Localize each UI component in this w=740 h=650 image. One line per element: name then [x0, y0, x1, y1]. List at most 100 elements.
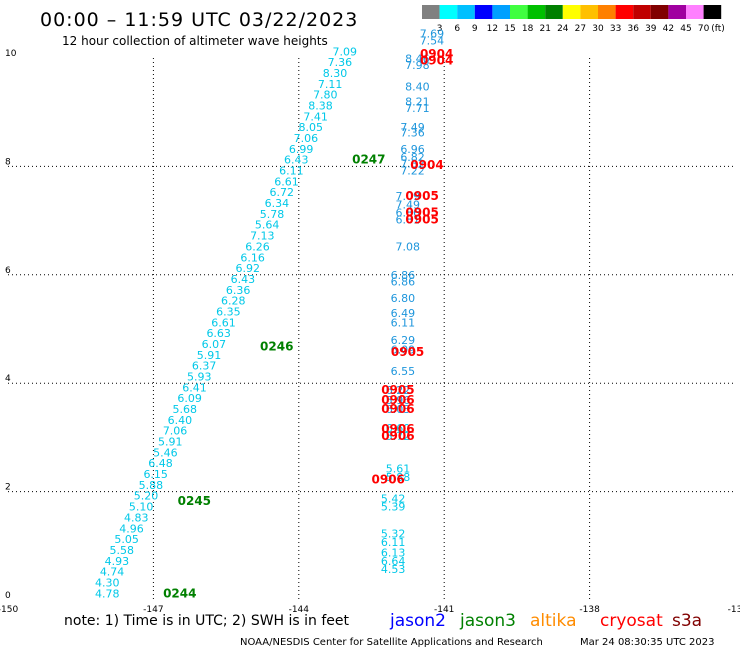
pass-time-label: 0906	[381, 429, 414, 443]
pass-time-label: 0904	[410, 158, 443, 172]
wave-height-label: 6.43	[231, 273, 256, 286]
wave-height-label: 6.72	[269, 186, 294, 199]
wave-height-label: 7.36	[400, 127, 425, 140]
wave-height-label: 6.80	[391, 292, 416, 305]
wave-height-label: 7.09	[332, 45, 357, 58]
wave-height-label: 8.05	[299, 121, 324, 134]
wave-height-label: 5.96	[386, 394, 411, 407]
satellite-name-jason2: jason2	[389, 611, 446, 631]
legend-bin-label: 30	[592, 24, 604, 34]
wave-height-label: 7.36	[328, 56, 353, 69]
legend-swatch	[474, 5, 493, 19]
wave-height-label: 6.11	[279, 165, 304, 178]
wave-height-label: 4.30	[95, 576, 120, 589]
wave-height-label: 5.05	[114, 533, 139, 546]
wave-height-label: 7.06	[163, 425, 188, 438]
satellite-legend: jason2 jason3 altika cryosat s3a	[389, 611, 702, 631]
legend-bin-label: 12	[487, 24, 498, 34]
wave-height-label: 6.37	[192, 360, 217, 373]
wave-height-label: 6.35	[216, 305, 241, 318]
wave-height-label: 4.83	[124, 511, 149, 524]
pass-time-label: 0904	[420, 47, 453, 61]
wave-height-label: 5.64	[255, 219, 280, 232]
wave-height-label: 6.11	[391, 316, 416, 329]
legend-swatch	[492, 5, 510, 19]
wave-height-label: 6.09	[391, 343, 416, 356]
wave-height-label: 6.11	[381, 536, 406, 549]
legend-bin-label: 6	[454, 24, 460, 34]
wave-height-label: 7.54	[420, 34, 445, 47]
wave-height-label: 6.86	[395, 206, 420, 219]
pass-time-label: 0905	[405, 212, 438, 226]
wave-height-label: 6.07	[202, 338, 227, 351]
wave-height-label: 6.49	[391, 307, 416, 320]
wave-height-label: 8.40	[405, 81, 430, 94]
wave-height-label: 4.78	[95, 587, 120, 600]
legend-bin-label: 15	[504, 24, 515, 34]
wave-height-label: 6.61	[274, 175, 299, 188]
pass-time-label: 0906	[381, 402, 414, 416]
wave-height-label: 5.20	[134, 490, 159, 503]
legend-swatch	[703, 5, 722, 19]
legend-bin-label: 45	[680, 24, 691, 34]
chart-title: 00:00 – 11:59 UTC 03/22/2023	[40, 9, 358, 31]
wave-height-label: 5.39	[381, 501, 406, 514]
wave-height-label: 7.22	[400, 165, 425, 178]
wave-height-label: 5.58	[110, 544, 135, 557]
y-tick-label: 4	[5, 374, 11, 384]
legend-swatch	[633, 5, 651, 19]
y-tick-label: 0	[5, 591, 11, 601]
wave-height-label: 6.64	[381, 555, 406, 568]
wave-height-label: 7.49	[395, 199, 420, 212]
wave-height-label: 6.03	[386, 403, 411, 416]
wave-height-label: 5.32	[381, 528, 406, 541]
wave-height-label: 8.38	[308, 99, 333, 112]
legend-swatch	[439, 5, 458, 19]
footer-timestamp: Mar 24 08:30:35 UTC 2023	[580, 637, 715, 648]
pass-time-label: 0906	[381, 393, 414, 407]
legend-bin-label: 42	[663, 24, 674, 34]
wave-height-label: 5.42	[381, 492, 406, 505]
wave-height-label: 6.34	[265, 197, 290, 210]
wave-height-label: 7.09	[395, 190, 420, 203]
wave-height-label: 7.80	[313, 89, 338, 102]
x-tick-label: -150	[0, 605, 18, 615]
wave-height-label: 5.72	[386, 430, 411, 443]
legend-swatch	[545, 5, 563, 19]
wave-height-label: 6.92	[236, 262, 261, 275]
wave-height-label: 5.78	[260, 208, 285, 221]
legend-swatch	[422, 5, 440, 19]
wave-height-label: 5.88	[386, 471, 411, 484]
pass-time-label: 0246	[260, 340, 293, 354]
wave-height-label: 7.06	[294, 132, 319, 145]
wave-height-label: 5.61	[386, 463, 411, 476]
legend-swatch	[527, 5, 546, 19]
legend-bin-label: 9	[472, 24, 478, 34]
wave-height-labels: 4.784.304.744.935.585.054.964.835.105.20…	[95, 27, 444, 600]
pass-time-label: 0906	[381, 422, 414, 436]
legend-swatch	[615, 5, 634, 19]
x-tick-label: -141	[434, 605, 454, 615]
wave-height-label: 6.40	[168, 414, 193, 427]
legend-swatch	[457, 5, 475, 19]
wave-height-label: 5.91	[197, 349, 222, 362]
pass-time-label: 0905	[405, 205, 438, 219]
pass-time-label: 0905	[391, 345, 424, 359]
wave-height-label: 5.88	[139, 479, 164, 492]
wave-height-label: 7.11	[318, 78, 343, 91]
wave-height-label: 8.46	[405, 52, 430, 65]
wave-height-label: 6.43	[284, 154, 309, 167]
wave-height-label: 6.15	[143, 468, 168, 481]
color-legend: 3 6 9 12 15 18 21 24 27 30 33 36 39 42 45 70 (ft)	[422, 5, 725, 34]
pass-time-label: 0245	[178, 494, 211, 508]
wave-height-label: 6.09	[177, 392, 202, 405]
wave-height-label: 6.48	[148, 457, 173, 470]
wave-height-label: 7.08	[395, 240, 420, 253]
legend-bin-label: 21	[539, 24, 550, 34]
legend-bin-label: 39	[645, 24, 657, 34]
wave-height-label: 6.55	[391, 365, 416, 378]
wave-height-label: 5.10	[129, 501, 154, 514]
legend-swatch	[650, 5, 669, 19]
